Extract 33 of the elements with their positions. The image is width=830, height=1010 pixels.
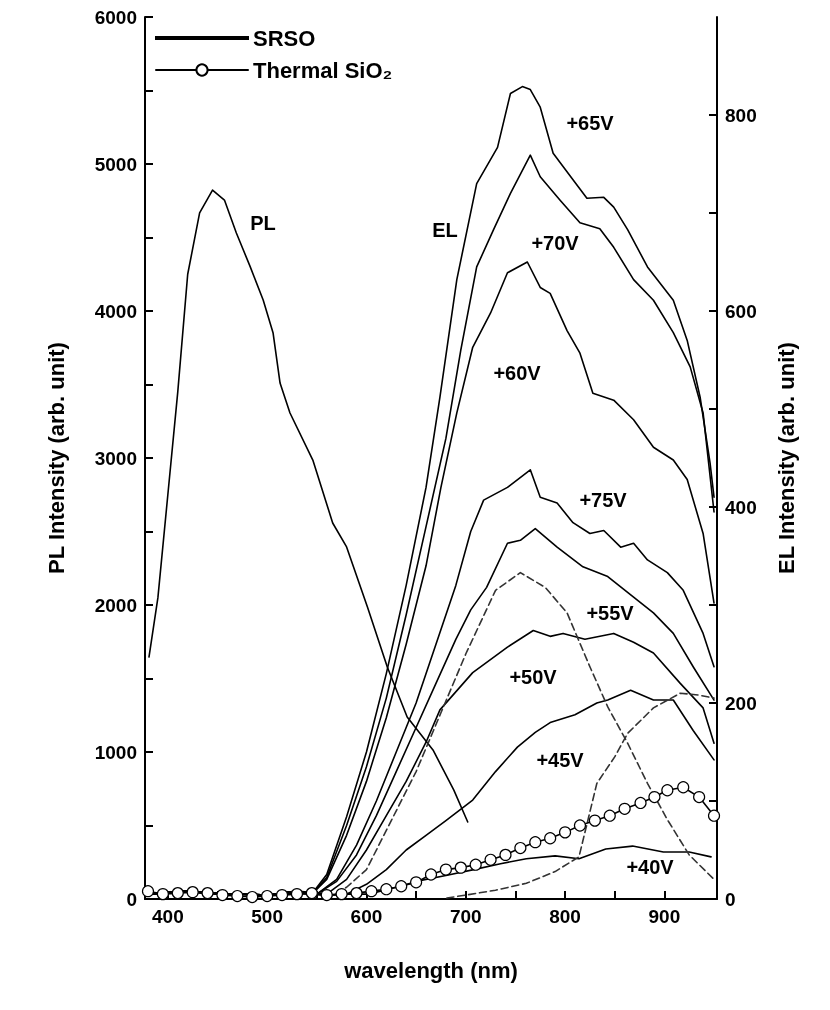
- y2-axis-title: EL Intensity (arb. unit): [773, 342, 799, 574]
- annotation: EL: [432, 219, 458, 241]
- x-tick-label: 700: [449, 906, 482, 927]
- y2-tick-label: 200: [725, 692, 757, 714]
- y2-tick-label: 0: [725, 888, 736, 910]
- y-tick-label: 5000: [94, 153, 137, 175]
- legend-label: Thermal SiO₂: [253, 57, 393, 83]
- x-tick-label: 900: [648, 906, 681, 927]
- x-axis-title: wavelength (nm): [343, 957, 518, 983]
- x-tick-label: 800: [549, 906, 581, 927]
- legend-label: SRSO: [253, 25, 316, 51]
- annotation: PL: [250, 212, 276, 234]
- y-tick-label: 4000: [94, 300, 137, 322]
- y-tick-label: 3000: [94, 447, 137, 469]
- y-tick-label: 2000: [94, 594, 137, 616]
- series-label: +75V: [579, 489, 628, 511]
- series-label: +65V: [566, 112, 615, 134]
- y-tick-label: 0: [126, 888, 137, 910]
- y-tick-label: 6000: [94, 6, 137, 28]
- y-axis-title: PL Intensity (arb. unit): [43, 342, 69, 574]
- x-tick-label: 400: [151, 906, 184, 927]
- y2-tick-label: 600: [725, 300, 757, 322]
- y-tick-label: 1000: [94, 741, 137, 763]
- series-label: +55V: [586, 602, 635, 624]
- x-tick-label: 500: [251, 906, 283, 927]
- series-label: +40V: [626, 856, 675, 878]
- series-label: +50V: [509, 666, 558, 688]
- y2-tick-label: 800: [725, 104, 757, 126]
- series-label: +45V: [536, 749, 585, 771]
- x-tick-label: 600: [350, 906, 383, 927]
- series-label: +70V: [531, 232, 580, 254]
- series-label: +60V: [493, 362, 542, 384]
- y2-tick-label: 400: [725, 496, 757, 518]
